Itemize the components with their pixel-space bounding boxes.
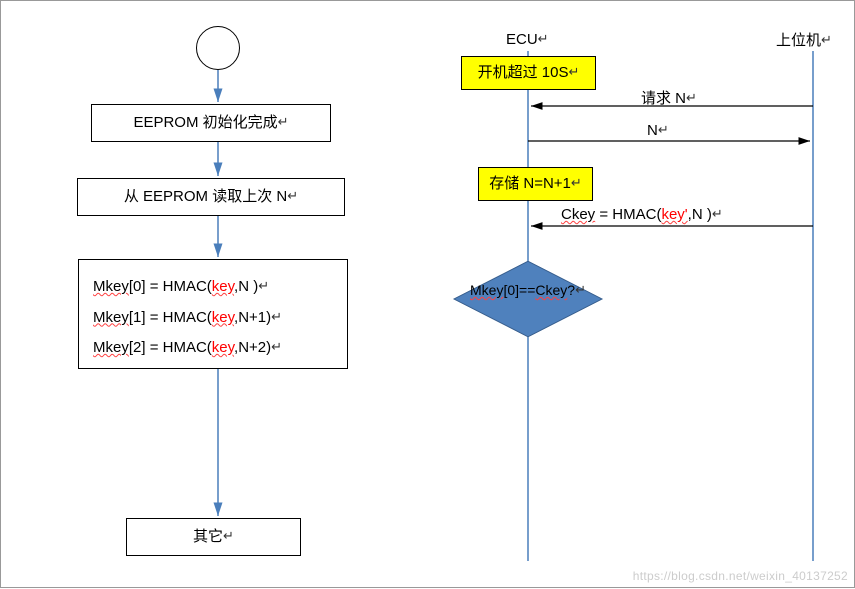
decision-diamond (453, 261, 603, 337)
mkey-line-2: Mkey[2] = HMAC(key,N+2)↵ (93, 337, 282, 360)
box2-text: 从 EEPROM 读取上次 N (124, 186, 287, 209)
host-label: 上位机↵ (776, 29, 832, 50)
box1-text: EEPROM 初始化完成 (133, 112, 277, 135)
ecu-label: ECU↵ (506, 31, 549, 48)
diagram-canvas: EEPROM 初始化完成↵ 从 EEPROM 读取上次 N↵ Mkey[0] =… (0, 0, 855, 588)
mkey-line-1: Mkey[1] = HMAC(key,N+1)↵ (93, 307, 282, 330)
decision-text: Mkey[0]==Ckey?↵ (458, 282, 598, 299)
box-mkey-calc: Mkey[0] = HMAC(key,N )↵ Mkey[1] = HMAC(k… (78, 259, 348, 369)
msg-ckey: Ckey = HMAC(key',N )↵ (561, 206, 723, 223)
box-other-text: 其它 (193, 526, 223, 549)
mkey-line-0: Mkey[0] = HMAC(key,N )↵ (93, 276, 269, 299)
start-node (196, 26, 240, 70)
msg-n: N↵ (647, 122, 669, 139)
msg-request-n: 请求 N↵ (641, 87, 697, 108)
yellow-box-store: 存储 N=N+1↵ (478, 167, 593, 201)
yellow-box-boot: 开机超过 10S↵ (461, 56, 596, 90)
box-eeprom-read: 从 EEPROM 读取上次 N↵ (77, 178, 345, 216)
box-other: 其它↵ (126, 518, 301, 556)
box-eeprom-init: EEPROM 初始化完成↵ (91, 104, 331, 142)
watermark: https://blog.csdn.net/weixin_40137252 (633, 569, 848, 583)
